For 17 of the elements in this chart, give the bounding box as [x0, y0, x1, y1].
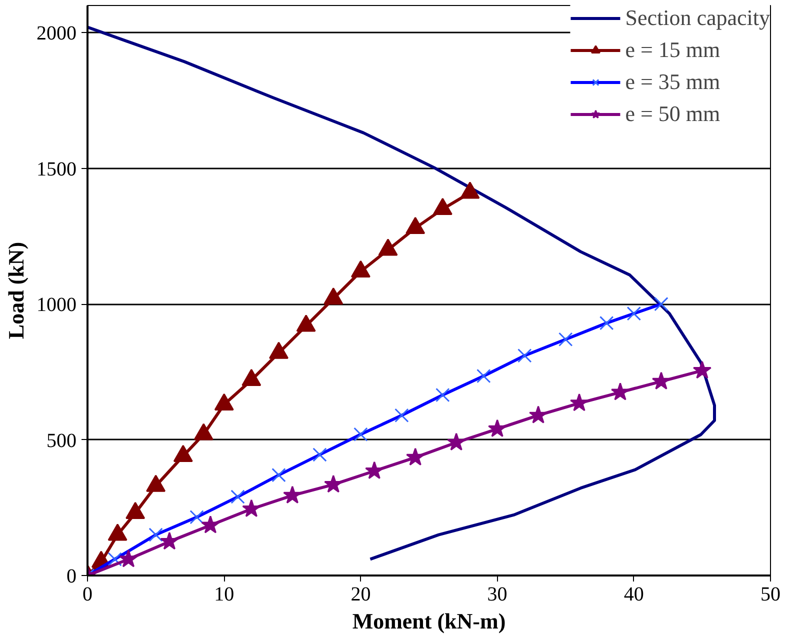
legend-label: e = 35 mm: [625, 69, 720, 95]
y-tick-label: 2000: [36, 22, 76, 45]
y-tick-label: 0: [66, 566, 76, 588]
x-tick-label: 0: [82, 584, 92, 606]
y-tick-label: 1500: [36, 158, 76, 180]
x-tick-label: 10: [214, 584, 234, 606]
y-tick-label: 1000: [36, 294, 76, 316]
legend-label: e = 15 mm: [625, 37, 720, 63]
x-tick-label: 50: [760, 584, 780, 606]
x-tick-label: 20: [350, 584, 371, 606]
y-tick-label: 500: [46, 430, 76, 452]
x-tick-label: 40: [624, 584, 644, 606]
legend-label: Section capacity: [625, 5, 770, 31]
y-axis-title: Load (kN): [4, 242, 28, 340]
legend-label: e = 50 mm: [625, 101, 720, 127]
x-axis-title: Moment (kN-m): [352, 608, 506, 634]
x-tick-label: 30: [487, 584, 508, 606]
